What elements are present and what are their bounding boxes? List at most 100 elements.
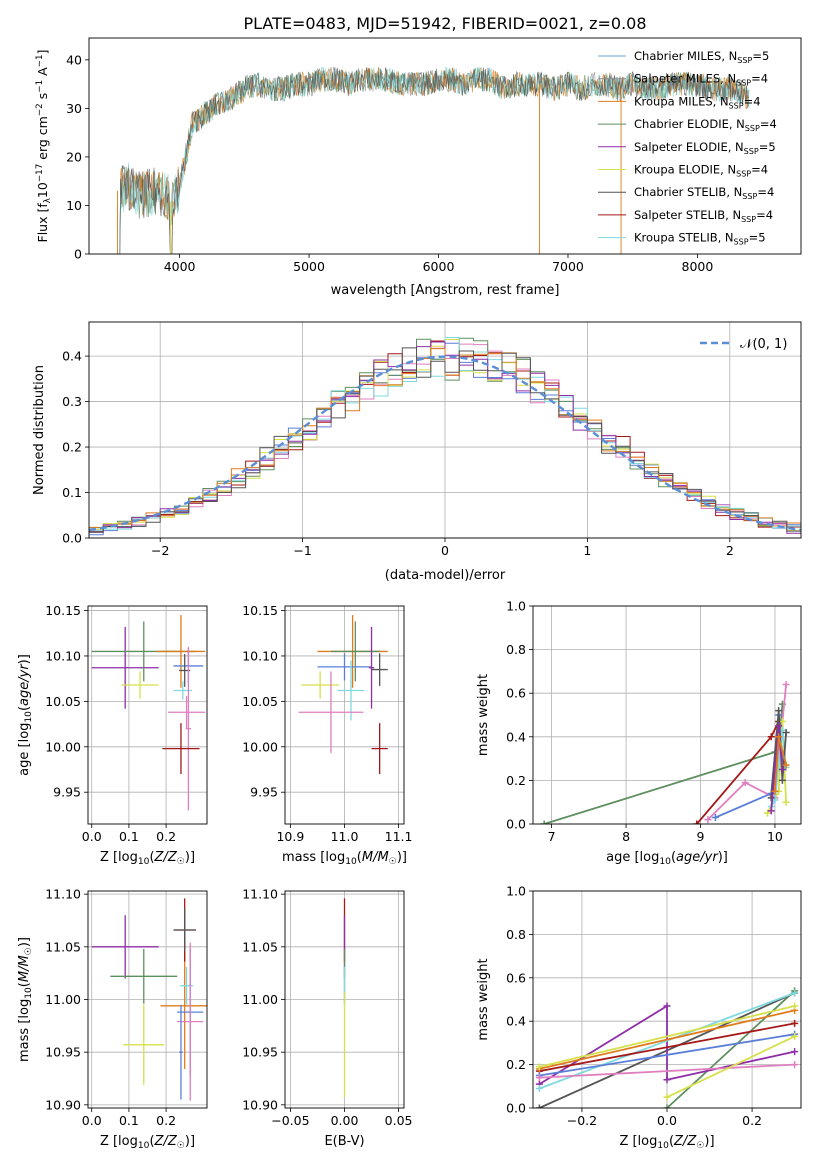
plot-age_vs_mass: 10.9 11.0 11.1 9.95 10.00 10.05 10.10 10.15 mass… xyxy=(242,603,412,867)
x-tick-label: 0.0 xyxy=(657,1113,677,1128)
x-tick-label: −1 xyxy=(293,543,311,558)
error-bar-point xyxy=(371,653,388,686)
x-tick-label: 0 xyxy=(441,543,449,558)
weight-marker xyxy=(791,1032,799,1040)
plot-mass_vs_ebv: −0.05 0.00 0.05 10.90 10.95 11.00 11.05 11.10 E(… xyxy=(242,887,412,1149)
x-tick-label: 0.2 xyxy=(156,1113,176,1128)
error-bar-point xyxy=(337,660,365,721)
x-tick-label: 11.0 xyxy=(331,829,359,844)
plot-area xyxy=(89,337,801,536)
y-tick-label: 1.0 xyxy=(506,884,526,899)
legend-entry: Chabrier STELIB, NSSP=4 xyxy=(634,185,774,201)
y-tick-label: 0.3 xyxy=(62,394,82,409)
weight-marker xyxy=(663,1104,671,1108)
legend-entry: Salpeter ELODIE, NSSP=5 xyxy=(634,140,776,156)
plot-area xyxy=(540,680,790,824)
normal-curve xyxy=(89,355,801,532)
y-axis-label: Normed distribution xyxy=(32,365,47,495)
weight-marker xyxy=(540,820,548,824)
weight-marker xyxy=(791,1019,799,1027)
x-tick-label: 2 xyxy=(726,543,734,558)
error-bar-point xyxy=(301,671,340,699)
weight-marker xyxy=(764,809,771,817)
y-axis-label: mass weight xyxy=(476,958,491,1040)
y-tick-label: 10.05 xyxy=(45,694,81,709)
y-tick-label: 10 xyxy=(66,198,82,213)
x-tick-label: 6000 xyxy=(423,259,455,274)
weight-line xyxy=(538,1004,795,1085)
y-tick-label: 11.00 xyxy=(45,992,81,1007)
legend-entry: Kroupa MILES, NSSP=4 xyxy=(634,94,761,110)
error-bar-point xyxy=(185,646,192,811)
error-bar-point xyxy=(317,653,372,681)
weight-marker xyxy=(767,733,775,741)
x-tick-label: 0.05 xyxy=(385,1113,413,1128)
weight-marker xyxy=(704,816,712,824)
error-bar-point xyxy=(91,915,159,979)
x-tick-label: 10.9 xyxy=(276,829,304,844)
x-axis-label: Z [log10(Z/Z☉)] xyxy=(619,1134,714,1151)
spectrum-line xyxy=(117,67,750,254)
plot-area xyxy=(298,615,388,775)
y-tick-label: 0.2 xyxy=(506,1057,526,1072)
weight-marker xyxy=(535,1084,543,1092)
y-tick-label: 11.05 xyxy=(242,939,278,954)
weight-marker xyxy=(663,1093,671,1101)
y-tick-label: 11.05 xyxy=(45,939,81,954)
weight-line xyxy=(539,1009,795,1070)
histogram-step xyxy=(89,347,801,533)
legend-entry: Chabrier MILES, NSSP=5 xyxy=(634,49,769,65)
y-tick-label: 10.15 xyxy=(242,603,278,618)
error-bar-point xyxy=(110,948,178,1004)
y-axis-label: age [log10(age/yr)] xyxy=(17,654,34,776)
figure-title: PLATE=0483, MJD=51942, FIBERID=0021, z=0… xyxy=(243,14,646,33)
weight-line xyxy=(539,992,795,1090)
x-tick-label: 0.1 xyxy=(119,1113,139,1128)
error-bar-point xyxy=(123,1004,165,1085)
y-tick-label: 0.4 xyxy=(506,1014,526,1029)
y-tick-label: 11.10 xyxy=(242,887,278,902)
x-axis-label: (data-model)/error xyxy=(385,568,506,583)
plot-area xyxy=(91,615,206,811)
legend-entry: Salpeter STELIB, NSSP=4 xyxy=(634,208,773,224)
y-tick-label: 10.10 xyxy=(242,648,278,663)
weight-marker xyxy=(791,989,799,997)
weight-marker xyxy=(775,722,783,730)
plot-area xyxy=(535,987,799,1108)
x-tick-label: 0.0 xyxy=(82,1113,102,1128)
weight-marker xyxy=(663,1002,671,1010)
weight-line xyxy=(539,1063,795,1079)
weight-marker xyxy=(771,787,779,795)
x-tick-label: 9 xyxy=(697,829,705,844)
x-axis-label: wavelength [Angstrom, rest frame] xyxy=(331,283,560,298)
y-tick-label: 0.4 xyxy=(62,349,82,364)
error-bar-point xyxy=(371,723,388,775)
error-bar-point xyxy=(121,671,159,699)
plot-mass_vs_Z: 0.0 0.1 0.2 10.90 10.95 11.00 11.05 11.10 Z [log… xyxy=(17,887,208,1151)
plot-area xyxy=(91,898,207,1101)
weight-marker xyxy=(693,820,701,824)
weight-line xyxy=(539,1022,795,1072)
y-tick-label: 30 xyxy=(66,101,82,116)
x-tick-label: 1 xyxy=(583,543,591,558)
plot-residual_hist: −2 −1 0 1 2 0.0 0.1 0.2 0.3 0.4 (data-model)/error… xyxy=(32,321,802,583)
y-tick-label: 11.10 xyxy=(45,887,81,902)
plot-background xyxy=(88,606,207,824)
y-tick-label: 11.00 xyxy=(242,992,278,1007)
x-axis-label: mass [log10(M/M☉)] xyxy=(282,850,407,867)
weight-marker xyxy=(767,807,775,815)
x-tick-label: 0.0 xyxy=(82,829,102,844)
error-bar-point xyxy=(167,695,206,729)
weight-marker xyxy=(535,1063,543,1071)
y-tick-label: 9.95 xyxy=(53,785,81,800)
x-axis-label: Z [log10(Z/Z☉)] xyxy=(100,1134,195,1151)
error-bar-point xyxy=(179,1004,183,1100)
y-tick-label: 0.0 xyxy=(62,531,82,546)
x-tick-label: 0.2 xyxy=(156,829,176,844)
y-tick-label: 10.90 xyxy=(45,1097,81,1112)
y-tick-label: 0.6 xyxy=(506,686,526,701)
x-tick-label: 5000 xyxy=(293,259,325,274)
plot-frame xyxy=(88,37,802,255)
legend-entry: Kroupa ELODIE, NSSP=4 xyxy=(634,163,768,179)
y-tick-label: 0.0 xyxy=(506,1101,526,1116)
